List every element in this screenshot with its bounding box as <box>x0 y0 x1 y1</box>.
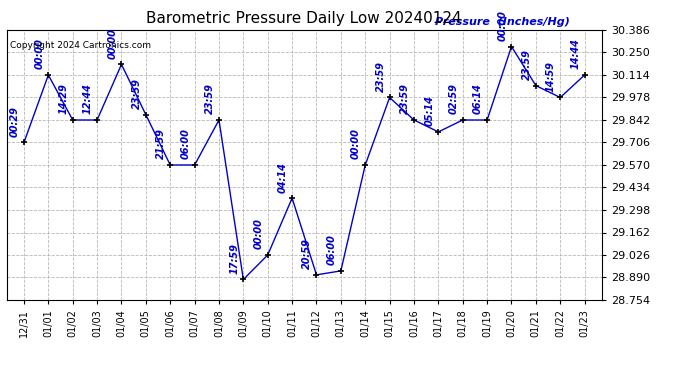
Text: 23:59: 23:59 <box>132 78 141 109</box>
Text: 14:29: 14:29 <box>59 84 68 114</box>
Text: 23:59: 23:59 <box>522 49 532 80</box>
Text: 21:59: 21:59 <box>156 129 166 159</box>
Text: 06:00: 06:00 <box>326 234 337 266</box>
Text: 20:59: 20:59 <box>302 238 313 269</box>
Text: 23:59: 23:59 <box>375 61 386 92</box>
Text: 12:44: 12:44 <box>83 84 93 114</box>
Text: 23:59: 23:59 <box>205 84 215 114</box>
Text: 00:29: 00:29 <box>10 106 20 137</box>
Text: 00:00: 00:00 <box>34 39 44 69</box>
Text: Copyright 2024 Cartronics.com: Copyright 2024 Cartronics.com <box>10 41 151 50</box>
Text: 00:00: 00:00 <box>108 28 117 59</box>
Text: 14:59: 14:59 <box>546 61 556 92</box>
Text: 06:00: 06:00 <box>180 129 190 159</box>
Text: 00:00: 00:00 <box>253 219 264 249</box>
Title: Barometric Pressure Daily Low 20240124: Barometric Pressure Daily Low 20240124 <box>146 11 462 26</box>
Text: 02:59: 02:59 <box>448 84 459 114</box>
Text: Pressure  (Inches/Hg): Pressure (Inches/Hg) <box>435 17 570 27</box>
Text: 00:00: 00:00 <box>497 10 507 41</box>
Text: 14:44: 14:44 <box>571 39 580 69</box>
Text: 05:14: 05:14 <box>424 96 434 126</box>
Text: 23:59: 23:59 <box>400 84 410 114</box>
Text: 04:14: 04:14 <box>278 162 288 192</box>
Text: 17:59: 17:59 <box>229 243 239 274</box>
Text: 06:14: 06:14 <box>473 84 483 114</box>
Text: 00:00: 00:00 <box>351 129 361 159</box>
